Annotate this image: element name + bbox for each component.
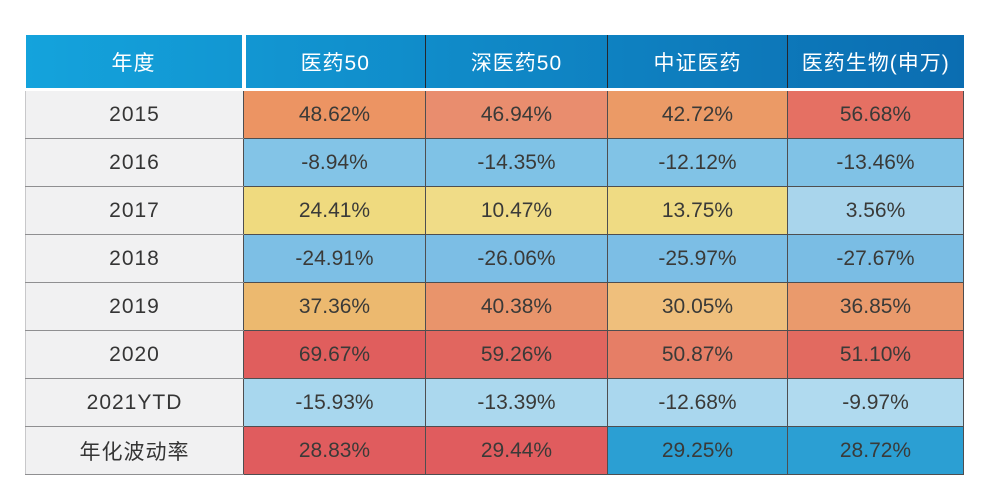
annual-returns-heatmap-table: 年度 医药50 深医药50 中证医药 医药生物(申万) 2015 48.62% 46.94%… bbox=[25, 35, 964, 475]
table-cell: -26.06% bbox=[425, 234, 608, 283]
table-cell: 40.38% bbox=[425, 282, 608, 331]
table-cell: -12.12% bbox=[607, 138, 788, 187]
row-label: 2019 bbox=[25, 282, 244, 331]
table-cell: -14.35% bbox=[425, 138, 608, 187]
row-label: 2017 bbox=[25, 186, 244, 235]
table-cell: 28.72% bbox=[787, 426, 964, 475]
table-cell: -13.46% bbox=[787, 138, 964, 187]
table-cell: 24.41% bbox=[243, 186, 426, 235]
table-row: 2018 -24.91% -26.06% -25.97% -27.67% bbox=[25, 234, 964, 283]
table-cell: 51.10% bbox=[787, 330, 964, 379]
table-cell: 42.72% bbox=[607, 89, 788, 139]
table-cell: -15.93% bbox=[243, 378, 426, 427]
table-body: 2015 48.62% 46.94% 42.72% 56.68% 2016 -8.94% -1… bbox=[25, 89, 964, 475]
table-cell: 28.83% bbox=[243, 426, 426, 475]
row-label: 2021YTD bbox=[25, 378, 244, 427]
table-cell: -13.39% bbox=[425, 378, 608, 427]
header-cell-year: 年度 bbox=[25, 35, 246, 91]
table-cell: -12.68% bbox=[607, 378, 788, 427]
header-cell-index-1: 医药50 bbox=[243, 35, 426, 91]
table-row: 年化波动率 28.83% 29.44% 29.25% 28.72% bbox=[25, 426, 964, 475]
header-row: 年度 医药50 深医药50 中证医药 医药生物(申万) bbox=[25, 35, 964, 91]
table-row: 2016 -8.94% -14.35% -12.12% -13.46% bbox=[25, 138, 964, 187]
table-cell: 37.36% bbox=[243, 282, 426, 331]
row-label: 2015 bbox=[25, 89, 244, 139]
header-cell-index-3: 中证医药 bbox=[607, 35, 788, 91]
table-cell: -9.97% bbox=[787, 378, 964, 427]
table-row: 2015 48.62% 46.94% 42.72% 56.68% bbox=[25, 89, 964, 139]
table-cell: 46.94% bbox=[425, 89, 608, 139]
row-label: 2016 bbox=[25, 138, 244, 187]
table-cell: 10.47% bbox=[425, 186, 608, 235]
table-cell: -8.94% bbox=[243, 138, 426, 187]
table-cell: 3.56% bbox=[787, 186, 964, 235]
table-cell: 48.62% bbox=[243, 89, 426, 139]
table-cell: 36.85% bbox=[787, 282, 964, 331]
table-cell: 13.75% bbox=[607, 186, 788, 235]
table-cell: -24.91% bbox=[243, 234, 426, 283]
table-cell: 30.05% bbox=[607, 282, 788, 331]
table-row: 2020 69.67% 59.26% 50.87% 51.10% bbox=[25, 330, 964, 379]
table-cell: 29.44% bbox=[425, 426, 608, 475]
table-row: 2021YTD -15.93% -13.39% -12.68% -9.97% bbox=[25, 378, 964, 427]
table-cell: -27.67% bbox=[787, 234, 964, 283]
table-cell: 50.87% bbox=[607, 330, 788, 379]
table-cell: 59.26% bbox=[425, 330, 608, 379]
table-cell: -25.97% bbox=[607, 234, 788, 283]
table-cell: 69.67% bbox=[243, 330, 426, 379]
row-label: 年化波动率 bbox=[25, 426, 244, 475]
table-cell: 29.25% bbox=[607, 426, 788, 475]
header-cell-index-4: 医药生物(申万) bbox=[787, 35, 964, 91]
table-cell: 56.68% bbox=[787, 89, 964, 139]
row-label: 2018 bbox=[25, 234, 244, 283]
row-label: 2020 bbox=[25, 330, 244, 379]
table-row: 2019 37.36% 40.38% 30.05% 36.85% bbox=[25, 282, 964, 331]
table-row: 2017 24.41% 10.47% 13.75% 3.56% bbox=[25, 186, 964, 235]
header-cell-index-2: 深医药50 bbox=[425, 35, 608, 91]
